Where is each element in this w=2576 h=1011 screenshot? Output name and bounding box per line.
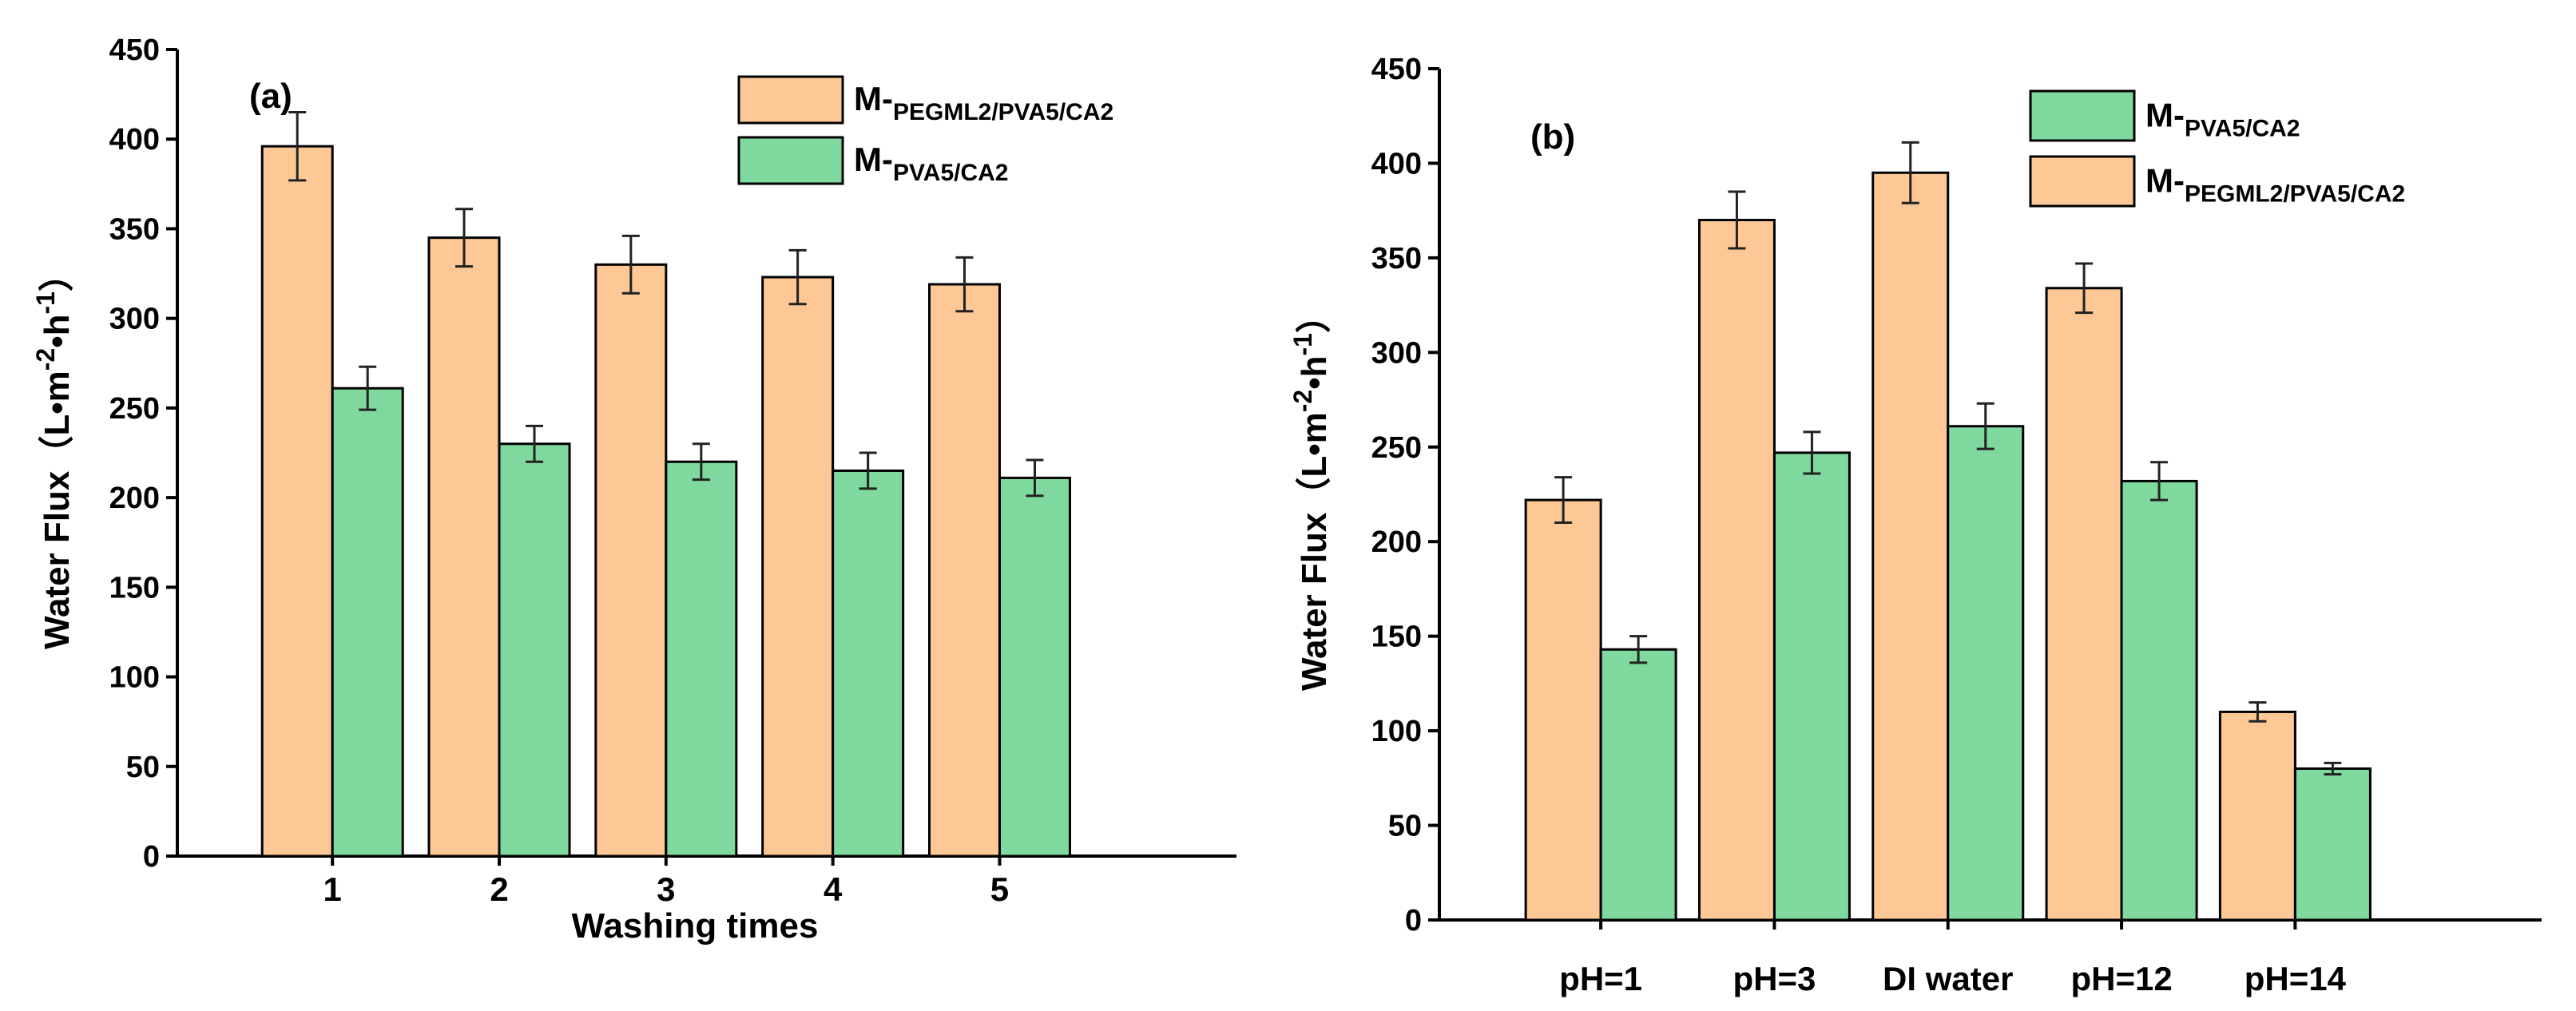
bar: [260, 145, 334, 858]
y-tick-label: 400: [109, 123, 160, 157]
y-tick-label: 300: [109, 303, 160, 336]
legend-sub-text: PVA5/CA2: [893, 160, 1009, 186]
x-tick-label: 2: [490, 870, 508, 908]
x-tick-label: 4: [824, 870, 843, 908]
y-tick-label: 50: [1388, 810, 1422, 843]
legend-label: M-PEGML2/PVA5/CA2: [854, 80, 1113, 125]
panel-a: 0 50 100 150 200 250 300 350 400 450 1 2 3 4 5 (a) M-PEG…: [31, 34, 1236, 946]
legend-sub-text: PEGML2/PVA5/CA2: [893, 99, 1113, 125]
x-tick-label: pH=14: [2245, 960, 2347, 997]
legend-label: M-PEGML2/PVA5/CA2: [2145, 162, 2405, 208]
y-tick-label: 250: [1371, 431, 1422, 465]
bar: [594, 263, 668, 858]
legend-sub-text: PEGML2/PVA5/CA2: [2185, 181, 2405, 208]
x-tick-label: 1: [323, 870, 342, 908]
bar: [998, 476, 1071, 858]
legend-main-text: M-: [854, 80, 893, 117]
bar: [1871, 171, 1950, 922]
bar: [832, 469, 905, 858]
y-tick-label: 400: [1371, 147, 1422, 180]
y-tick-label: 100: [1371, 715, 1422, 748]
y-axis-title-part: ）: [38, 256, 77, 291]
y-tick-label: 150: [1371, 620, 1422, 654]
legend-swatch: [2029, 89, 2136, 142]
y-tick-label: 350: [109, 212, 160, 246]
y-tick-label: 100: [109, 661, 160, 695]
y-tick-label: 250: [109, 392, 160, 426]
y-axis-title-sup: -2: [1288, 390, 1317, 412]
x-tick-label: 3: [657, 870, 675, 908]
panel-label: (a): [249, 77, 292, 116]
bar: [761, 276, 835, 858]
bar: [2293, 767, 2372, 922]
y-axis-title-part: •h: [1295, 356, 1334, 390]
bar: [1697, 219, 1776, 922]
bar: [331, 387, 404, 858]
y-axis-title-part: Water Flux（L•m: [38, 371, 77, 649]
legend-main-text: M-: [854, 141, 893, 178]
bar: [927, 283, 1001, 858]
bar: [2045, 287, 2123, 922]
y-tick-label: 450: [109, 34, 160, 67]
y-axis-title: Water Flux（L•m-2•h-1）: [1288, 298, 1334, 691]
y-axis-title-part: ）: [1295, 298, 1334, 333]
y-axis-title-sup: -1: [1288, 333, 1317, 355]
y-tick-label: 200: [1371, 525, 1422, 559]
x-tick-label: 5: [990, 870, 1009, 908]
y-axis-title: Water Flux（L•m-2•h-1）: [31, 256, 77, 649]
panel-label: (b): [1530, 117, 1575, 157]
legend-label: M-PVA5/CA2: [2145, 97, 2300, 142]
x-tick-label: DI water: [1883, 960, 2013, 997]
y-axis-title-sup: -1: [31, 291, 60, 314]
legend-sub-text: PVA5/CA2: [2185, 116, 2300, 142]
y-tick-label: 350: [1371, 242, 1422, 276]
x-tick-label: pH=1: [1559, 960, 1642, 997]
bar: [2218, 710, 2296, 922]
legend-swatch: [737, 136, 844, 185]
legend-main-text: M-: [2145, 162, 2185, 200]
x-tick-label: pH=3: [1733, 960, 1816, 997]
y-tick-label: 450: [1371, 53, 1422, 86]
bar: [427, 236, 501, 858]
y-axis-title-sup: -2: [31, 348, 60, 371]
x-tick-label: pH=12: [2070, 960, 2172, 997]
bar: [665, 460, 738, 858]
bar: [1524, 498, 1602, 922]
y-tick-label: 0: [143, 840, 160, 874]
legend-swatch: [2029, 155, 2136, 208]
legend-label: M-PVA5/CA2: [854, 141, 1008, 186]
y-tick-label: 200: [109, 482, 160, 515]
bar: [1947, 425, 2025, 922]
y-tick-label: 150: [109, 571, 160, 605]
legend-swatch: [737, 75, 844, 125]
y-axis-title-part: Water Flux（L•m: [1295, 412, 1334, 691]
panel-b: 0 50 100 150 200 250 300 350 400 450 pH=1 pH=3 DI wa…: [1288, 53, 2542, 997]
x-axis-title: Washing times: [572, 906, 819, 946]
bar: [1599, 648, 1677, 922]
y-axis-title-part: •h: [38, 315, 77, 348]
y-tick-label: 300: [1371, 336, 1422, 370]
bar: [498, 442, 571, 858]
legend-main-text: M-: [2145, 97, 2185, 134]
bar: [2120, 479, 2198, 922]
bar: [1772, 451, 1851, 922]
y-tick-label: 50: [126, 751, 160, 784]
y-tick-label: 0: [1405, 904, 1422, 938]
